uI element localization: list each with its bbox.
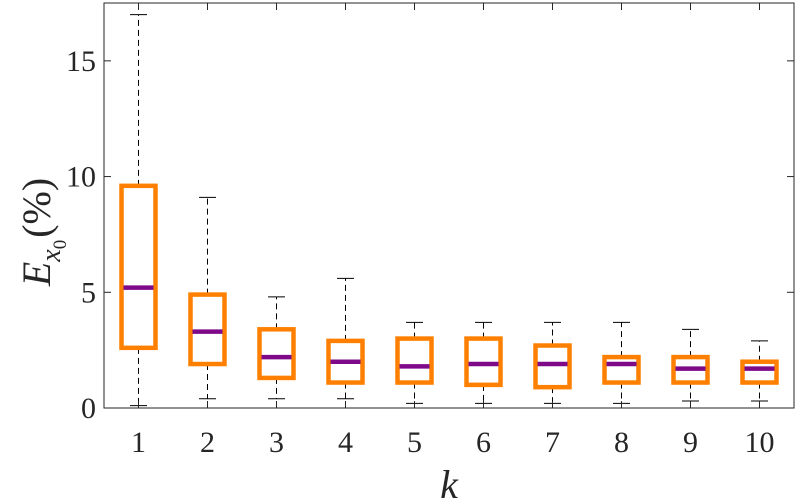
box-group-5 — [395, 321, 434, 404]
x-tick-label: 7 — [545, 426, 560, 459]
x-tick-label: 6 — [476, 426, 491, 459]
y-tick-label: 0 — [81, 392, 96, 425]
y-axis-label-sub: x — [36, 249, 67, 263]
y-axis-ticks: 0 5 10 15 — [66, 45, 794, 425]
x-tick-label: 9 — [683, 426, 698, 459]
iqr-box — [602, 354, 641, 385]
svg-text:Ex0(%): Ex0 (%) — [14, 178, 71, 287]
box-group-4 — [326, 277, 365, 400]
iqr-box — [395, 336, 434, 385]
iqr-box — [740, 359, 779, 385]
iqr-box — [326, 338, 365, 385]
y-tick-label: 10 — [66, 161, 96, 194]
x-tick-label: 8 — [614, 426, 629, 459]
box-group-8 — [602, 321, 641, 404]
iqr-box — [464, 336, 503, 388]
x-tick-label: 3 — [269, 426, 284, 459]
x-tick-label: 2 — [200, 426, 215, 459]
plot-marks — [119, 14, 779, 407]
iqr-box — [671, 354, 710, 385]
x-tick-label: 1 — [131, 426, 146, 459]
x-tick-label: 5 — [407, 426, 422, 459]
box-group-7 — [533, 321, 572, 404]
y-axis-label: Ex0 (%) — [14, 178, 71, 287]
x-axis-label: k — [440, 462, 459, 503]
iqr-box — [257, 327, 296, 381]
box-group-10 — [740, 340, 779, 402]
iqr-box — [119, 183, 158, 351]
plot-area-frame — [103, 2, 795, 409]
y-tick-label: 5 — [81, 276, 96, 309]
y-tick-label: 15 — [66, 45, 96, 78]
x-axis-ticks: 1 2 3 4 5 6 7 8 9 10 — [131, 3, 775, 459]
y-axis-label-main: E — [14, 262, 59, 287]
box-group-3 — [257, 296, 296, 400]
box-group-6 — [464, 321, 503, 404]
box-group-9 — [671, 328, 710, 402]
y-axis-label-subsub: 0 — [50, 240, 71, 250]
y-axis-label-unit: (%) — [14, 178, 59, 238]
x-tick-label: 10 — [745, 426, 775, 459]
x-tick-label: 4 — [338, 426, 353, 459]
iqr-box — [533, 343, 572, 390]
box-group-2 — [188, 196, 227, 400]
box-group-1 — [119, 14, 158, 407]
iqr-box — [188, 292, 227, 367]
